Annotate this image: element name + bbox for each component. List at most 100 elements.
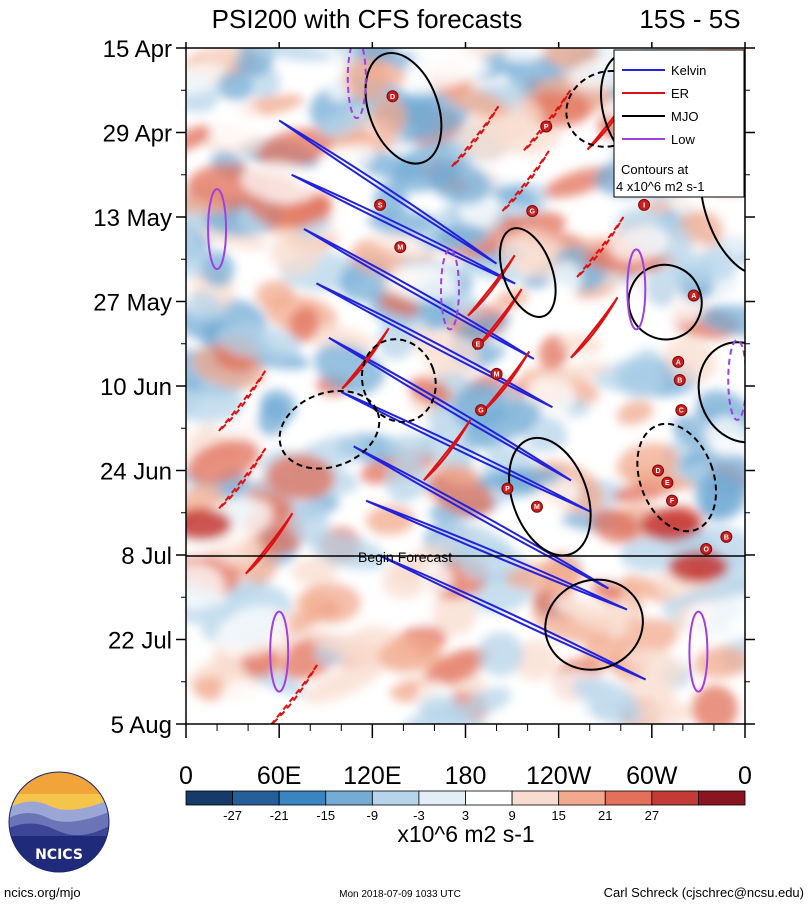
storm-marker	[720, 530, 733, 543]
colorbar-swatch	[418, 790, 466, 806]
legend-label: ER	[671, 86, 689, 101]
y-tick-label: 13 May	[93, 205, 172, 232]
footer-website: ncics.org/mjo	[4, 885, 81, 900]
storm-marker-label: B	[677, 377, 682, 384]
storm-marker-label: O	[703, 546, 709, 553]
legend-label: Low	[671, 132, 695, 147]
shading-blob	[373, 381, 409, 414]
storm-marker-label: A	[676, 359, 681, 366]
colorbar-swatch	[371, 790, 420, 806]
y-tick-label: 5 Aug	[111, 712, 172, 739]
legend-label: Kelvin	[671, 63, 706, 78]
shading-blob	[692, 685, 738, 724]
storm-marker-label: I	[643, 202, 645, 209]
shading-blob	[408, 377, 452, 406]
shading-blob	[513, 639, 558, 681]
kelvin-contour	[378, 554, 647, 681]
shading-blob	[685, 597, 745, 645]
storm-marker	[672, 355, 685, 368]
shading-blob	[424, 647, 489, 687]
shading-blob	[186, 439, 260, 485]
shading-blob	[266, 453, 335, 500]
y-tick-label: 27 May	[93, 290, 172, 317]
mjo-contour	[360, 338, 437, 423]
shading-blob	[186, 125, 214, 153]
shading-blob	[591, 507, 639, 544]
shading-blob	[364, 60, 407, 86]
shading-blob	[494, 289, 529, 309]
y-tick-label: 15 Apr	[103, 36, 172, 63]
x-tick-label: 60E	[257, 762, 301, 790]
shading-blob	[663, 337, 718, 383]
er-contour	[245, 512, 294, 575]
shading-blob	[298, 582, 362, 625]
colorbar-label: -21	[270, 808, 289, 823]
storm-marker	[673, 373, 686, 386]
er-contour	[423, 419, 472, 481]
colorbar-label: 3	[462, 808, 469, 823]
mjo-contour	[498, 227, 557, 318]
shading-blob	[291, 557, 339, 586]
shading-blob	[288, 306, 320, 343]
shading-blob	[671, 252, 716, 286]
storm-marker	[666, 494, 679, 507]
footer-timestamp: Mon 2018-07-09 1033 UTC	[339, 889, 461, 900]
mjo-contour	[544, 578, 644, 671]
ncics-logo: NCICS	[8, 771, 110, 873]
storm-marker	[530, 500, 543, 513]
storm-marker-label: A	[691, 293, 696, 300]
shading-blob	[240, 161, 320, 203]
kelvin-contour	[303, 228, 535, 360]
shading-blob	[382, 557, 432, 600]
storm-marker	[526, 204, 539, 217]
shading-blob	[289, 500, 330, 544]
shading-blob	[438, 463, 481, 487]
colorbar-swatch	[278, 790, 327, 806]
y-tick-label: 10 Jun	[100, 374, 172, 401]
storm-marker	[687, 289, 700, 302]
x-axis: 0 60E 120E 180 120W 60W 0	[179, 42, 752, 790]
shading-blob	[186, 564, 225, 610]
shading-blob	[302, 628, 384, 665]
colorbar-swatch	[558, 790, 606, 806]
low-contour	[688, 610, 709, 693]
shading-blob	[308, 533, 388, 571]
shading-blob	[418, 695, 464, 723]
colorbar-label: 15	[551, 808, 565, 823]
shading-blob	[186, 232, 205, 278]
chart-title: PSI200 with CFS forecasts	[212, 4, 523, 34]
shading-blob	[386, 433, 434, 462]
x-tick-label: 120W	[526, 762, 592, 790]
colorbar-label: -15	[316, 808, 335, 823]
shading-max	[640, 508, 701, 541]
legend-label: MJO	[671, 109, 698, 124]
shading-blob	[365, 505, 415, 536]
er-contour	[467, 254, 516, 317]
footer-author: Carl Schreck (cjschrec@ncsu.edu)	[604, 885, 804, 900]
mjo-contour	[364, 51, 443, 165]
colorbar-swatch	[232, 790, 280, 806]
colorbar-swatch	[511, 790, 560, 806]
shading-blob	[452, 314, 513, 339]
storm-marker-label: B	[724, 534, 729, 541]
colorbar-units: x10^6 m2 s-1	[397, 821, 534, 847]
low-contour	[727, 338, 745, 421]
storm-marker-label: G	[530, 208, 536, 215]
storm-marker	[540, 120, 553, 133]
shading-blob	[504, 48, 547, 63]
shading-blob	[270, 228, 322, 275]
shading-blob	[463, 687, 512, 716]
shading-blob	[186, 291, 221, 323]
legend: Kelvin ER MJO Low Contours at 4 x10^6 m2 s-…	[613, 49, 745, 198]
low-contour	[207, 188, 228, 271]
shading-blob	[208, 103, 262, 148]
storm-marker-label: P	[544, 124, 549, 131]
shading-blob	[255, 280, 295, 309]
y-tick-label: 29 Apr	[103, 121, 172, 148]
shading-blob	[582, 635, 627, 670]
shading-max	[186, 508, 232, 541]
low-contour	[439, 248, 460, 331]
storm-marker	[652, 464, 665, 477]
